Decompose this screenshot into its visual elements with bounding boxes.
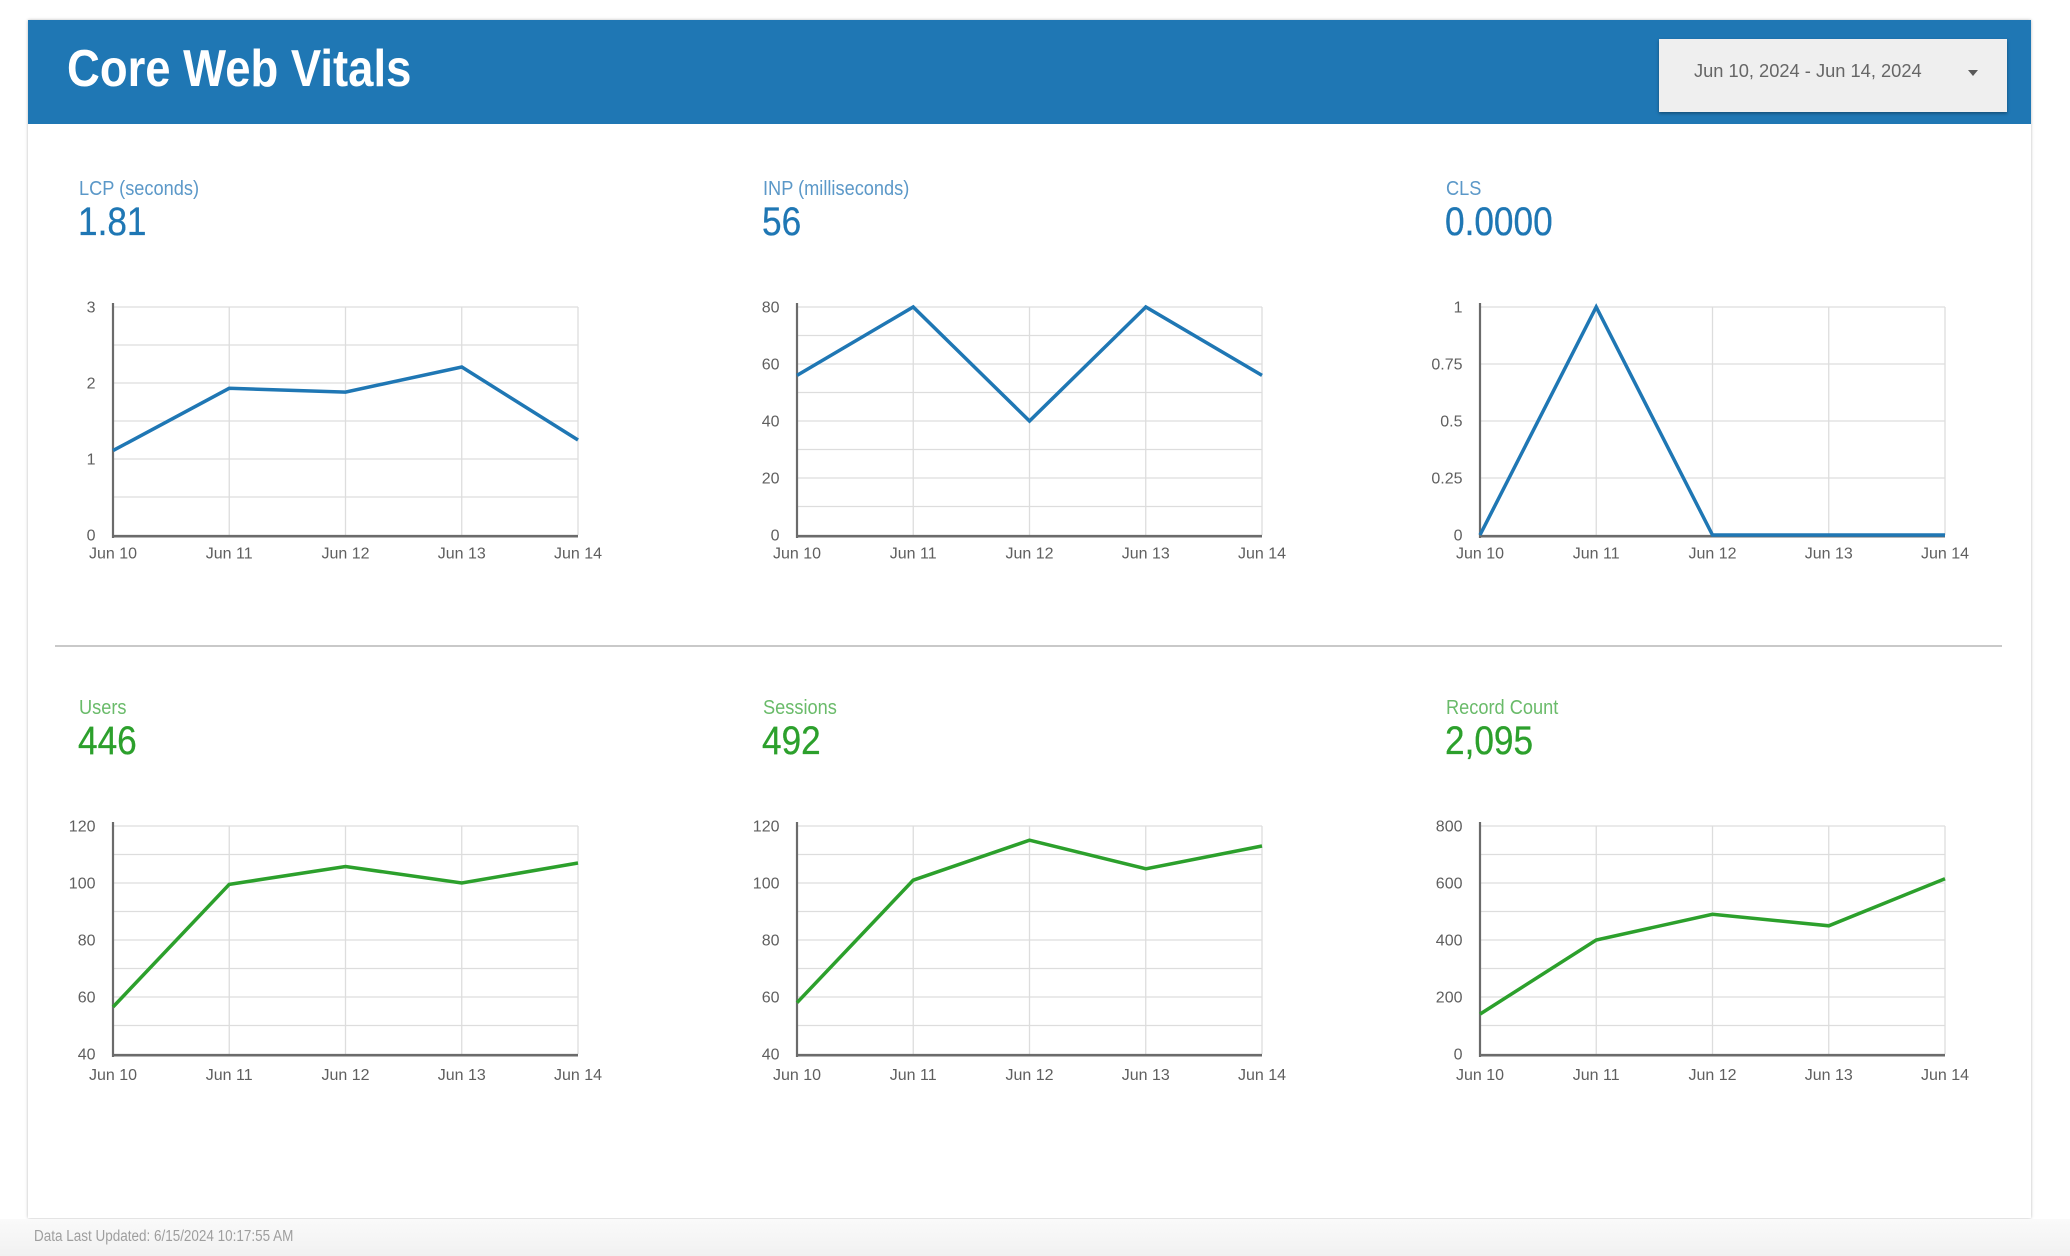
svg-text:Jun 10: Jun 10 xyxy=(1456,1067,1504,1084)
svg-text:100: 100 xyxy=(753,876,780,893)
svg-text:2: 2 xyxy=(87,376,96,393)
svg-text:0: 0 xyxy=(771,528,780,545)
svg-text:40: 40 xyxy=(78,1047,96,1064)
svg-text:40: 40 xyxy=(762,1047,780,1064)
svg-text:0: 0 xyxy=(1454,528,1463,545)
svg-text:Jun 11: Jun 11 xyxy=(1573,546,1620,563)
svg-text:Jun 14: Jun 14 xyxy=(1238,546,1286,563)
svg-text:100: 100 xyxy=(69,876,96,893)
svg-text:400: 400 xyxy=(1436,933,1463,950)
svg-text:0.5: 0.5 xyxy=(1440,414,1462,431)
svg-text:Jun 11: Jun 11 xyxy=(890,546,937,563)
svg-text:Jun 14: Jun 14 xyxy=(1921,546,1969,563)
svg-text:Jun 13: Jun 13 xyxy=(438,1067,486,1084)
svg-text:Jun 11: Jun 11 xyxy=(206,546,253,563)
svg-text:1: 1 xyxy=(87,452,96,469)
svg-text:0: 0 xyxy=(1454,1047,1463,1064)
svg-text:Jun 11: Jun 11 xyxy=(890,1067,937,1084)
svg-text:Jun 10: Jun 10 xyxy=(89,546,137,563)
svg-text:Jun 14: Jun 14 xyxy=(1238,1067,1286,1084)
svg-text:3: 3 xyxy=(87,300,96,317)
svg-text:80: 80 xyxy=(78,933,96,950)
svg-text:Jun 13: Jun 13 xyxy=(438,546,486,563)
svg-text:Jun 13: Jun 13 xyxy=(1122,1067,1170,1084)
svg-text:0: 0 xyxy=(87,528,96,545)
svg-text:Jun 13: Jun 13 xyxy=(1805,546,1853,563)
svg-text:Jun 12: Jun 12 xyxy=(1688,1067,1736,1084)
svg-text:0.75: 0.75 xyxy=(1431,357,1462,374)
svg-text:Jun 11: Jun 11 xyxy=(206,1067,253,1084)
svg-text:Jun 10: Jun 10 xyxy=(1456,546,1504,563)
svg-text:Jun 13: Jun 13 xyxy=(1122,546,1170,563)
svg-text:Jun 12: Jun 12 xyxy=(1005,546,1053,563)
svg-text:Jun 14: Jun 14 xyxy=(554,546,602,563)
svg-text:40: 40 xyxy=(762,414,780,431)
svg-text:Jun 10: Jun 10 xyxy=(773,546,821,563)
svg-text:120: 120 xyxy=(753,819,780,836)
svg-text:80: 80 xyxy=(762,300,780,317)
svg-text:600: 600 xyxy=(1436,876,1463,893)
svg-text:800: 800 xyxy=(1436,819,1463,836)
svg-text:1: 1 xyxy=(1454,300,1463,317)
svg-text:60: 60 xyxy=(762,990,780,1007)
svg-text:120: 120 xyxy=(69,819,96,836)
svg-text:Jun 12: Jun 12 xyxy=(321,546,369,563)
svg-text:Jun 10: Jun 10 xyxy=(89,1067,137,1084)
svg-text:Jun 12: Jun 12 xyxy=(1005,1067,1053,1084)
svg-text:Jun 14: Jun 14 xyxy=(554,1067,602,1084)
svg-text:60: 60 xyxy=(78,990,96,1007)
svg-text:60: 60 xyxy=(762,357,780,374)
svg-text:0.25: 0.25 xyxy=(1431,471,1462,488)
svg-text:20: 20 xyxy=(762,471,780,488)
svg-text:Jun 14: Jun 14 xyxy=(1921,1067,1969,1084)
svg-text:80: 80 xyxy=(762,933,780,950)
svg-text:Jun 10: Jun 10 xyxy=(773,1067,821,1084)
svg-text:Jun 11: Jun 11 xyxy=(1573,1067,1620,1084)
svg-text:200: 200 xyxy=(1436,990,1463,1007)
svg-text:Jun 12: Jun 12 xyxy=(1688,546,1736,563)
svg-text:Jun 12: Jun 12 xyxy=(321,1067,369,1084)
svg-text:Jun 13: Jun 13 xyxy=(1805,1067,1853,1084)
